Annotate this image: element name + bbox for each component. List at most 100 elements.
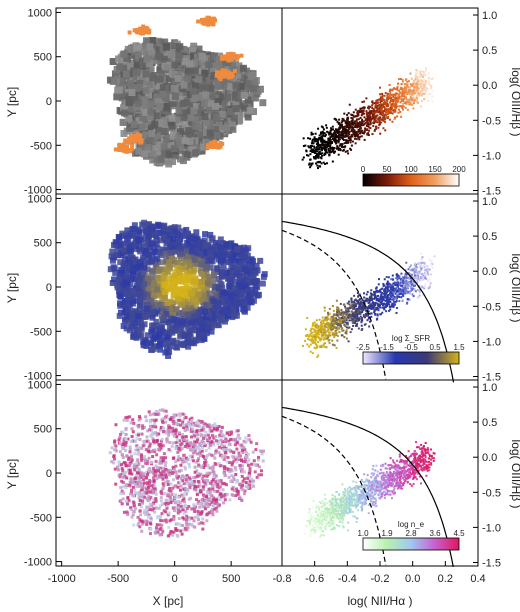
map-pixel (239, 64, 247, 72)
map-pixel (140, 483, 144, 487)
map-pixel (106, 76, 114, 84)
map-pixel (156, 301, 163, 308)
map-pixel (215, 52, 223, 60)
map-pixel (114, 423, 118, 427)
map-pixel (142, 247, 149, 254)
map-pixel (151, 248, 158, 255)
map-pixel (198, 484, 202, 488)
high-flux-pixel (227, 54, 232, 59)
map-pixel (212, 284, 219, 291)
map-pixel (176, 440, 180, 444)
map-pixel (161, 294, 168, 301)
map-pixel (241, 270, 248, 277)
map-pixel (141, 522, 145, 526)
map-pixel (191, 81, 199, 89)
map-pixel (181, 433, 185, 437)
map-pixel (116, 312, 123, 319)
map-pixel (203, 479, 207, 483)
map-pixel (200, 449, 204, 453)
map-pixel (183, 475, 187, 479)
map-pixel (222, 446, 226, 450)
map-pixel (153, 150, 161, 158)
map-pixel (187, 290, 194, 297)
high-flux-pixel (117, 143, 122, 148)
map-pixel (202, 495, 206, 499)
map-pixel (110, 446, 114, 450)
map-pixel (191, 94, 199, 102)
high-flux-pixel (147, 30, 152, 35)
map-pixel (206, 433, 210, 437)
map-pixel (164, 473, 168, 477)
map-pixel (227, 439, 231, 443)
map-pixel (168, 532, 172, 536)
high-flux-pixel (133, 138, 138, 143)
map-pixel (236, 434, 240, 438)
map-pixel (181, 523, 185, 527)
map-pixel (242, 470, 246, 474)
map-pixel (204, 430, 208, 434)
map-pixel (120, 284, 127, 291)
map-pixel (132, 465, 136, 469)
map-pixel (159, 259, 166, 266)
map-pixel (233, 271, 240, 278)
map-pixel (224, 483, 228, 487)
map-pixel (165, 319, 172, 326)
map-pixel (158, 504, 162, 508)
map-pixel (221, 440, 225, 444)
map-pixel (166, 483, 170, 487)
map-pixel (223, 474, 227, 478)
map-pixel (233, 302, 240, 309)
bpt-point (430, 73, 433, 76)
map-pixel (186, 480, 190, 484)
map-pixel (207, 487, 211, 491)
map-pixel (146, 485, 150, 489)
map-pixel (130, 270, 137, 277)
map-pixel (136, 523, 140, 527)
high-flux-pixel (234, 55, 239, 60)
map-pixel (146, 482, 150, 486)
map-pixel (177, 431, 181, 435)
map-pixel (235, 447, 239, 451)
map-pixel (169, 338, 176, 345)
map-pixel (257, 465, 261, 469)
map-pixel (161, 459, 165, 463)
map-pixel (151, 334, 158, 341)
map-pixel (174, 65, 182, 73)
map-pixel (185, 488, 189, 492)
map-pixel (126, 256, 133, 263)
map-pixel (224, 93, 232, 101)
map-pixel (126, 415, 130, 419)
map-pixel (226, 83, 234, 91)
map-pixel (188, 454, 192, 458)
map-pixel (182, 417, 186, 421)
map-pixel (164, 463, 168, 467)
map-pixel (163, 475, 167, 479)
bpt-point (324, 133, 327, 136)
map-pixel (174, 441, 178, 445)
bpt-point (374, 110, 377, 113)
map-pixel (151, 508, 155, 512)
high-flux-pixel (211, 16, 216, 21)
map-pixel (141, 81, 149, 89)
map-pixel (182, 305, 189, 312)
map-pixel (173, 339, 180, 346)
map-pixel (159, 305, 166, 312)
bpt-point (359, 124, 362, 127)
map-pixel (227, 107, 235, 115)
map-pixel (215, 56, 223, 64)
map-pixel (200, 428, 204, 432)
map-pixel (135, 226, 142, 233)
map-pixel (201, 434, 205, 438)
map-pixel (145, 491, 149, 495)
map-pixel (177, 475, 181, 479)
map-pixel (143, 458, 147, 462)
map-pixel (202, 91, 210, 99)
map-pixel (203, 434, 207, 438)
map-pixel (189, 441, 193, 445)
map-pixel (244, 96, 252, 104)
map-pixel (137, 496, 141, 500)
map-pixel (196, 512, 200, 516)
map-pixel (122, 70, 130, 78)
map-pixel (133, 507, 137, 511)
